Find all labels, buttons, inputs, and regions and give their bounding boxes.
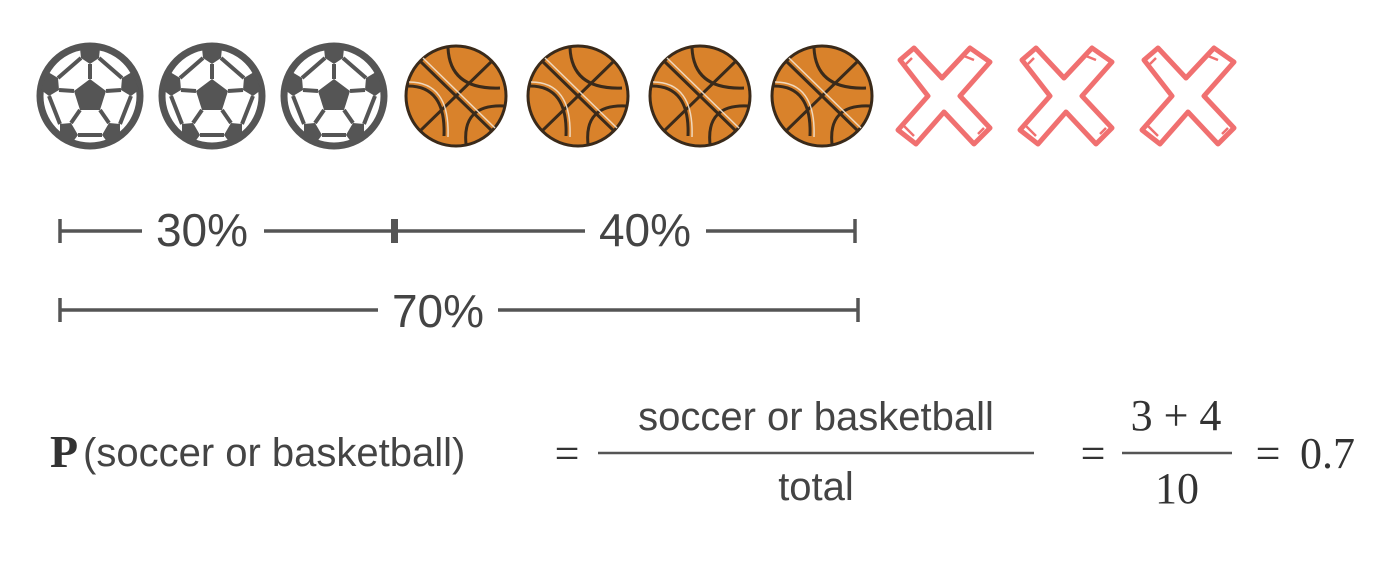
combined-bracket	[58, 298, 860, 322]
fraction-numerator-values: 3 + 4	[1131, 391, 1222, 440]
soccer-ball-icon	[284, 46, 384, 146]
probability-result: 0.7	[1300, 429, 1355, 478]
probability-symbol: P	[50, 426, 78, 477]
basketball-icon	[404, 44, 508, 148]
red-x-icon	[898, 48, 990, 144]
probability-formula: P (soccer or basketball) = soccer or bas…	[50, 391, 1355, 513]
combined-share-label: 70%	[392, 285, 484, 337]
basketball-icon	[770, 44, 874, 148]
soccer-ball-icon	[162, 46, 262, 146]
equals-sign-1: =	[555, 429, 580, 478]
soccer-ball-icon	[40, 46, 140, 146]
probability-argument: (soccer or basketball)	[83, 431, 465, 475]
fraction-denominator-value: 10	[1155, 464, 1199, 513]
soccer-share-label: 30%	[156, 204, 248, 256]
basketball-icon	[526, 44, 630, 148]
equals-sign-2: =	[1081, 429, 1106, 478]
fraction-numerator-text: soccer or basketball	[638, 395, 994, 439]
items-row	[40, 46, 1234, 146]
share-brackets	[58, 219, 857, 243]
red-x-icon	[1142, 48, 1234, 144]
basketball-share-label: 40%	[599, 204, 691, 256]
fraction-denominator-text: total	[778, 465, 854, 509]
basketball-icon	[648, 44, 752, 148]
bracket-divider-tick	[391, 219, 398, 243]
red-x-icon	[1020, 48, 1112, 144]
equals-sign-3: =	[1256, 429, 1281, 478]
